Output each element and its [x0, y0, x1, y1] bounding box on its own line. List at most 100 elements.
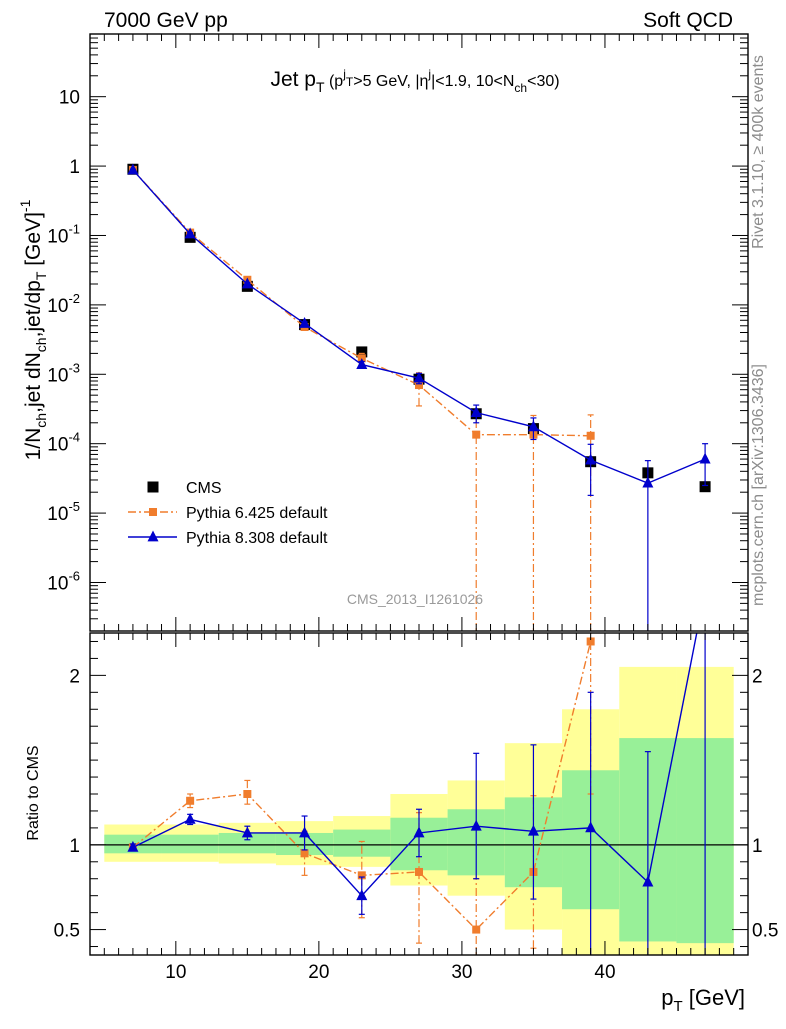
ratio-y-tick-label-right: 2	[752, 666, 763, 687]
y-tick-base: 10	[47, 435, 68, 456]
ratio-pythia8-point	[241, 826, 253, 838]
legend-marker	[149, 508, 157, 516]
title-part: <30)	[527, 73, 559, 90]
xlabel-part: T	[673, 998, 682, 1015]
ratio-pythia6-point	[472, 925, 481, 934]
title-part: |<1.9, 10<N	[431, 73, 514, 90]
y-tick-label: 10	[59, 88, 80, 109]
ylabel-part: [GeV]	[22, 212, 45, 272]
ylabel-part: ,jet/dp	[22, 280, 45, 337]
title-part: ch	[514, 81, 527, 95]
main-ylabel: 1/Nch,jet dNch,jet/dpT [GeV]-1	[17, 199, 49, 460]
header-right: Soft QCD	[643, 9, 733, 32]
pythia8-point	[299, 316, 311, 328]
y-tick-label: 10-5	[47, 499, 80, 525]
y-tick-label: 1	[69, 157, 80, 178]
pythia8-point	[241, 277, 253, 289]
ratio-y-tick-label-left: 0.5	[54, 921, 80, 942]
pythia6-line	[132, 169, 591, 437]
ratio-pythia8-point	[413, 826, 425, 838]
main-plot	[127, 163, 711, 631]
pythia8-point	[699, 452, 711, 464]
pythia8-line	[132, 169, 706, 484]
cms-point	[356, 346, 368, 358]
x-tick-label: 10	[165, 962, 186, 983]
title-part: T	[316, 79, 325, 95]
title-part: j	[342, 67, 346, 81]
rivet-label: Rivet 3.1.10, ≥ 400k events	[750, 55, 767, 249]
pythia8-point	[184, 227, 196, 239]
y-tick-label: 10-6	[47, 568, 80, 594]
stat-uncertainty-band	[161, 834, 219, 854]
x-axis-label: pT [GeV]	[661, 985, 745, 1015]
ratio-pythia8-point	[356, 889, 368, 901]
y-tick-label: 10-1	[47, 221, 80, 247]
ratio-plot	[127, 584, 711, 955]
title-part: (p	[325, 73, 344, 90]
pythia8-point	[642, 476, 654, 488]
ratio-pythia6-point	[415, 867, 423, 876]
pythia8-point	[470, 406, 482, 418]
ratio-ylabel: Ratio to CMS	[25, 745, 42, 840]
y-tick-label: 10-3	[47, 360, 80, 386]
y-tick-label: 10-4	[47, 430, 80, 456]
y-tick-exp: -6	[68, 568, 80, 583]
pythia8-point	[413, 371, 425, 383]
stat-uncertainty-band	[218, 832, 276, 854]
header-left: 7000 GeV pp	[104, 9, 228, 32]
ratio-pythia8-point	[700, 584, 711, 595]
y-tick-exp: -3	[68, 360, 80, 375]
y-tick-label: 10-2	[47, 291, 80, 317]
legend-label: CMS	[186, 480, 222, 497]
y-tick-base: 10	[47, 573, 68, 594]
xlabel-part: [GeV]	[683, 985, 745, 1010]
ratio-y-tick-label-left: 1	[69, 836, 80, 857]
legend-label: Pythia 8.308 default	[186, 530, 328, 547]
ratio-pythia8-point	[642, 875, 654, 887]
pythia8-point	[585, 453, 597, 465]
ylabel-part: ch	[33, 413, 49, 428]
ratio-pythia8-point	[585, 821, 597, 833]
y-tick-exp: -1	[68, 221, 80, 236]
legend-marker	[147, 481, 159, 493]
ratio-pythia8-point	[127, 840, 139, 852]
ylabel-part: T	[33, 271, 49, 280]
analysis-watermark: CMS_2013_I1261026	[347, 591, 483, 607]
ratio-pythia8-point	[527, 824, 539, 836]
y-tick-base: 10	[47, 504, 68, 525]
y-tick-exp: -2	[68, 291, 80, 306]
legend-label: Pythia 6.425 default	[186, 505, 328, 522]
y-tick-base: 10	[47, 365, 68, 386]
pythia6-point	[586, 431, 595, 440]
title-part: j	[427, 67, 431, 81]
ratio-y-tick-label-left: 2	[69, 666, 80, 687]
ratio-pythia8-point	[299, 826, 311, 838]
pythia6-point	[415, 381, 423, 390]
legend-marker	[147, 530, 159, 542]
pythia6-point	[472, 430, 481, 439]
plot-title: Jet pT (pjT>5 GeV, |ηj|<1.9, 10<Nch<30)	[270, 67, 559, 95]
x-tick-label: 20	[308, 962, 329, 983]
y-tick-base: 10	[47, 226, 68, 247]
ratio-y-tick-label-right: 0.5	[752, 921, 778, 942]
y-tick-exp: -4	[68, 430, 80, 445]
y-tick-exp: -5	[68, 499, 80, 514]
legend: CMS Pythia 6.425 default Pythia 8.308 defa…	[128, 480, 328, 547]
x-tick-label: 40	[594, 962, 615, 983]
ratio-pythia6-point	[186, 796, 195, 805]
pythia8-point	[127, 163, 139, 175]
ylabel-part: -1	[17, 199, 33, 212]
title-part: T	[346, 75, 354, 89]
x-tick-label: 30	[451, 962, 472, 983]
ratio-pythia6-point	[243, 790, 252, 798]
mcplots-label: mcplots.cern.ch [arXiv:1306.3436]	[750, 364, 767, 606]
pythia8-point	[527, 420, 539, 432]
ratio-y-tick-label-right: 1	[752, 836, 763, 857]
y-tick-base: 10	[47, 296, 68, 317]
ylabel-part: ch	[33, 337, 49, 352]
ratio-pythia8-point	[470, 819, 482, 831]
pythia8-point	[356, 358, 368, 369]
ratio-pythia6-point	[586, 637, 595, 646]
